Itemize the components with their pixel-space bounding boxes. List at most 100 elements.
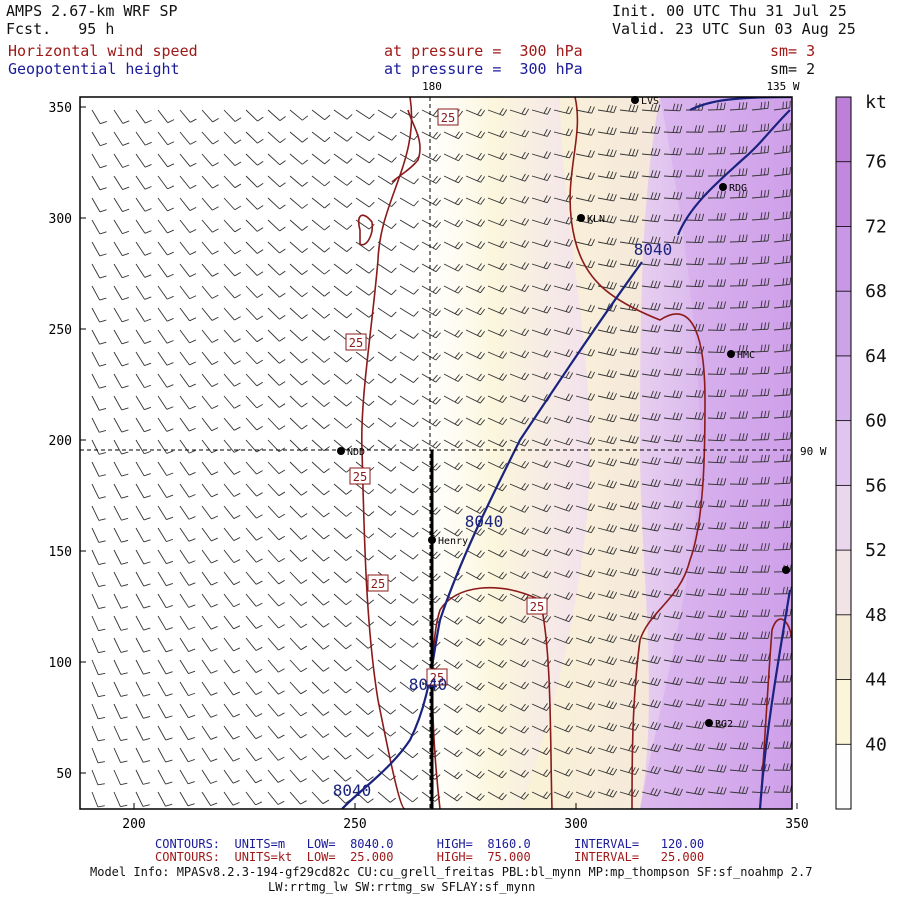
wind-barb	[773, 321, 792, 331]
wind-barb	[707, 102, 726, 111]
wind-barb	[553, 768, 574, 777]
wind-barb	[773, 520, 792, 529]
wind-barb	[179, 219, 197, 233]
wind-barb	[685, 257, 705, 266]
wind-barb	[267, 285, 286, 298]
wind-barb	[465, 637, 485, 647]
wind-barb	[179, 417, 196, 432]
wind-barb	[311, 747, 330, 760]
wind-barb	[553, 658, 574, 667]
wind-barb	[223, 307, 241, 321]
station-label: BG2	[715, 719, 733, 730]
wind-barb	[773, 432, 792, 441]
wind-barb	[179, 263, 197, 278]
forecast-hour: Fcst. 95 h	[6, 20, 115, 38]
wind-barb	[707, 521, 727, 530]
wind-barb	[597, 744, 618, 754]
wind-barb	[663, 654, 683, 664]
field2-name: Geopotential height	[8, 60, 180, 78]
wind-barb	[663, 632, 683, 642]
wind-barb	[267, 351, 286, 364]
wind-barb	[179, 307, 197, 322]
wind-barb	[685, 147, 705, 155]
wind-barb	[157, 747, 173, 763]
wind-barb	[201, 351, 219, 365]
wind-barb	[663, 500, 683, 509]
wind-contour	[391, 109, 421, 183]
wind-barb	[729, 675, 749, 684]
wind-barb	[575, 569, 596, 578]
wind-barb	[377, 593, 397, 605]
wind-barb	[113, 241, 130, 257]
wind-barb	[773, 675, 792, 683]
wind-barb	[509, 240, 530, 248]
wind-barb	[773, 365, 792, 375]
wind-barb	[157, 505, 174, 521]
wind-barb	[729, 411, 748, 419]
wind-barb	[91, 615, 106, 632]
wind-barb	[91, 725, 106, 742]
wind-barb	[399, 461, 419, 472]
wind-barb	[113, 131, 130, 146]
wind-barb	[509, 769, 529, 778]
wind-barb	[355, 681, 374, 693]
wind-barb	[553, 503, 574, 512]
wind-barb	[487, 218, 508, 227]
wind-barb	[267, 197, 286, 210]
wind-barb	[685, 742, 705, 752]
wind-barb	[179, 747, 195, 763]
wind-barb	[333, 703, 352, 716]
wind-barb	[663, 390, 683, 399]
wind-barb	[113, 703, 128, 719]
wind-barb	[707, 455, 727, 464]
wind-barb	[377, 373, 397, 384]
wind-barb	[223, 527, 241, 541]
wind-barb	[773, 498, 792, 507]
wind-barb	[223, 395, 241, 409]
wind-barb	[91, 769, 105, 786]
wind-barb	[311, 681, 330, 694]
wind-barb	[333, 373, 353, 385]
wind-barb	[91, 549, 106, 565]
wind-barb	[421, 307, 441, 317]
wind-barb	[751, 344, 770, 353]
wind-barb	[289, 131, 309, 143]
wind-barb	[487, 725, 507, 735]
wind-barb	[751, 278, 770, 287]
wind-barb	[487, 527, 508, 536]
wind-barb	[377, 527, 397, 538]
wind-barb	[179, 637, 196, 652]
wind-barb	[443, 395, 463, 405]
wind-barb	[487, 373, 508, 381]
wind-barb	[685, 235, 705, 244]
wind-barb	[267, 263, 286, 276]
wind-barb	[597, 104, 617, 114]
wind-barb	[487, 350, 508, 359]
wind-barb	[443, 373, 463, 382]
wind-barb	[91, 285, 107, 301]
wind-barb	[179, 439, 196, 454]
wind-barb	[597, 700, 618, 710]
wind-barb	[751, 322, 770, 331]
wind-barb	[311, 637, 330, 650]
wind-barb	[597, 523, 618, 533]
colorbar-unit: kt	[865, 92, 887, 113]
wind-barb	[531, 570, 552, 579]
wind-barb	[179, 703, 196, 719]
wind-barb	[641, 412, 661, 422]
field1-level: at pressure = 300 hPa	[384, 42, 583, 60]
colorbar-tick-label: 44	[865, 670, 887, 691]
wind-barb	[597, 259, 617, 268]
wind-barb	[333, 307, 353, 319]
wind-barb	[113, 329, 129, 345]
wind-barb	[333, 483, 352, 495]
wind-barb	[465, 527, 485, 536]
wind-barb	[619, 501, 639, 510]
wind-barb	[157, 197, 175, 212]
wind-barb	[421, 285, 441, 295]
wind-barb	[553, 437, 574, 446]
wind-contour-label: 25	[437, 108, 459, 126]
wind-barb	[707, 367, 727, 376]
wind-barb	[355, 241, 375, 252]
wind-barb	[399, 263, 419, 273]
